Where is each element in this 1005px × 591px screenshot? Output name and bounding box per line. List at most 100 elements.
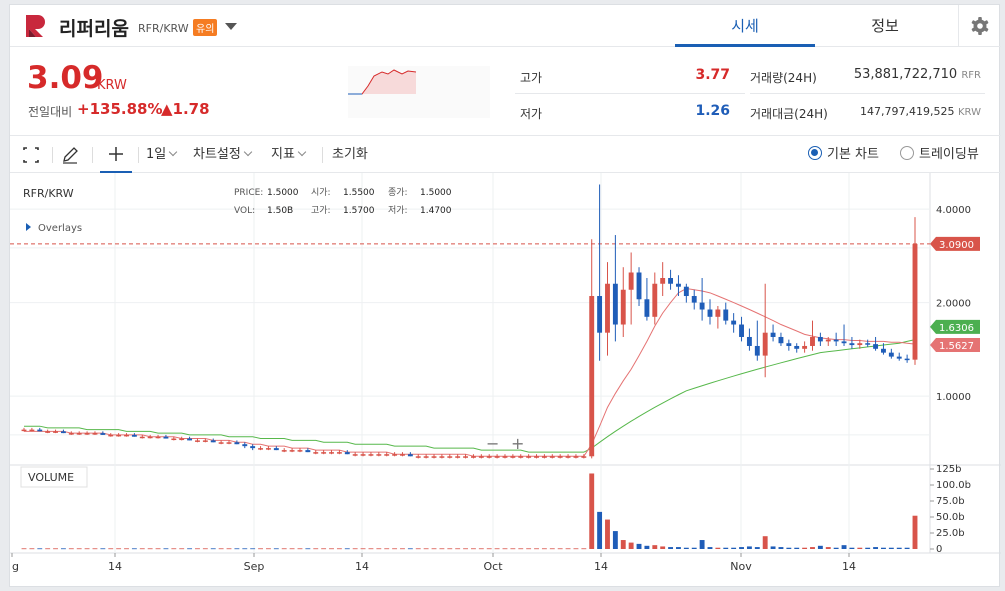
candle-body xyxy=(60,431,66,434)
candle-body xyxy=(683,286,689,297)
volume-bar xyxy=(60,548,66,550)
info-low-value: 1.4700 xyxy=(420,206,452,216)
tab-quote[interactable]: 시세 xyxy=(675,5,815,47)
tradingview-label: 트레이딩뷰 xyxy=(919,147,979,162)
zoom-in-button[interactable]: + xyxy=(511,434,524,453)
moving-averages xyxy=(24,288,916,457)
volume-bar xyxy=(297,548,303,550)
chevron-down-icon xyxy=(243,147,253,157)
volume-bar xyxy=(494,548,500,550)
candles xyxy=(21,184,918,459)
zoom-out-button[interactable]: − xyxy=(486,434,499,453)
candle-body xyxy=(171,438,177,441)
coin-select-dropdown-icon[interactable] xyxy=(225,23,237,30)
volume-bar xyxy=(92,548,98,550)
x-tick-label: 14 xyxy=(355,560,369,573)
fullscreen-button[interactable] xyxy=(22,137,40,173)
x-tick-label: Sep xyxy=(244,560,265,573)
ma-red-price-tag-bg xyxy=(930,338,980,353)
volume-bar xyxy=(336,548,342,550)
candle-body xyxy=(896,356,902,359)
current-price: 3.09 xyxy=(27,60,104,96)
volume-bar xyxy=(431,548,437,550)
volume-bar xyxy=(376,548,382,550)
candle-body xyxy=(384,454,390,456)
candle-body xyxy=(84,433,90,435)
candle-body xyxy=(605,283,610,333)
candle-body xyxy=(707,309,713,317)
volume-bar xyxy=(810,547,815,549)
volume-bar xyxy=(739,547,744,549)
candle-body xyxy=(644,299,650,317)
volume-bar xyxy=(202,548,208,550)
volume-bar xyxy=(447,548,453,550)
volume-bar xyxy=(707,547,713,549)
candle-body xyxy=(770,332,776,337)
candle-body xyxy=(478,456,484,458)
candle-body xyxy=(37,429,43,432)
candle-body xyxy=(470,456,476,458)
volume-bar xyxy=(258,548,263,550)
tab-info[interactable]: 정보 xyxy=(871,17,899,35)
volume-bar xyxy=(455,548,461,550)
exchange-widget: 리퍼리움 RFR/KRW 유의 시세 정보 3.09 KRW 전일대비 +135… xyxy=(9,4,1001,587)
sparkline-line xyxy=(348,69,417,95)
volume-bar xyxy=(541,548,547,550)
candle-body xyxy=(754,345,760,356)
change-amount: ▲1.78 xyxy=(161,100,210,118)
draw-tool-button[interactable] xyxy=(61,137,79,173)
candle-body xyxy=(305,450,311,453)
settings-button[interactable] xyxy=(958,5,1000,47)
candle-body xyxy=(510,456,516,458)
candle-body xyxy=(581,456,587,458)
candle-body xyxy=(660,278,666,284)
volume-bar xyxy=(770,546,776,549)
indicators-menu[interactable]: 지표 xyxy=(271,137,307,173)
divider xyxy=(92,147,93,163)
volume-bar xyxy=(329,548,334,550)
basic-chart-radio[interactable]: 기본 차트 xyxy=(808,137,879,173)
candle-body xyxy=(715,309,721,317)
volume-bar xyxy=(912,515,918,549)
volume-bar xyxy=(187,548,193,550)
candle-body xyxy=(455,456,461,458)
volume-bar xyxy=(778,547,784,549)
candle-body xyxy=(573,456,579,458)
volume-bar xyxy=(415,548,421,550)
candle-body xyxy=(116,434,122,437)
candle-body xyxy=(912,243,918,360)
candle-body xyxy=(802,345,808,349)
warning-badge: 유의 xyxy=(193,19,218,36)
candle-body xyxy=(313,452,319,454)
interval-select[interactable]: 1일 xyxy=(146,137,178,173)
crosshair-button[interactable] xyxy=(100,137,132,173)
volume-bar xyxy=(439,548,445,550)
candle-body xyxy=(336,452,342,454)
chart-settings-menu[interactable]: 차트설정 xyxy=(193,137,253,173)
price-chart[interactable]: 4.0000 2.0000 1.0000 g 14 Sep 14 Oct 14 Nov 14 125b… xyxy=(10,173,1001,587)
volume-bar xyxy=(597,511,603,549)
candle-body xyxy=(415,456,421,458)
volume-unit: RFR xyxy=(961,70,981,81)
candle-body xyxy=(833,339,839,342)
candle-body xyxy=(557,456,563,458)
change-label: 전일대비 xyxy=(28,105,73,119)
volume-bar xyxy=(557,548,563,550)
volume-bars xyxy=(21,473,918,550)
volume-bar xyxy=(731,547,737,549)
volume-bar xyxy=(715,547,721,549)
volume-bar xyxy=(786,547,792,549)
reset-button[interactable]: 초기화 xyxy=(332,147,368,162)
axes: 4.0000 2.0000 1.0000 g 14 Sep 14 Oct 14 Nov 14 125b… xyxy=(11,205,971,573)
ma-red-line xyxy=(24,288,916,457)
x-tick-label: 14 xyxy=(842,560,856,573)
volume-bar xyxy=(305,548,311,550)
pair-label: RFR/KRW xyxy=(138,22,189,35)
ma-green-price-tag: 1.6306 xyxy=(939,323,974,334)
tradingview-radio[interactable]: 트레이딩뷰 xyxy=(900,137,979,173)
candle-body xyxy=(447,456,453,458)
sparkline-area xyxy=(348,70,416,94)
divider xyxy=(750,93,985,94)
volume-bar xyxy=(904,547,910,549)
candle-body xyxy=(368,454,374,456)
